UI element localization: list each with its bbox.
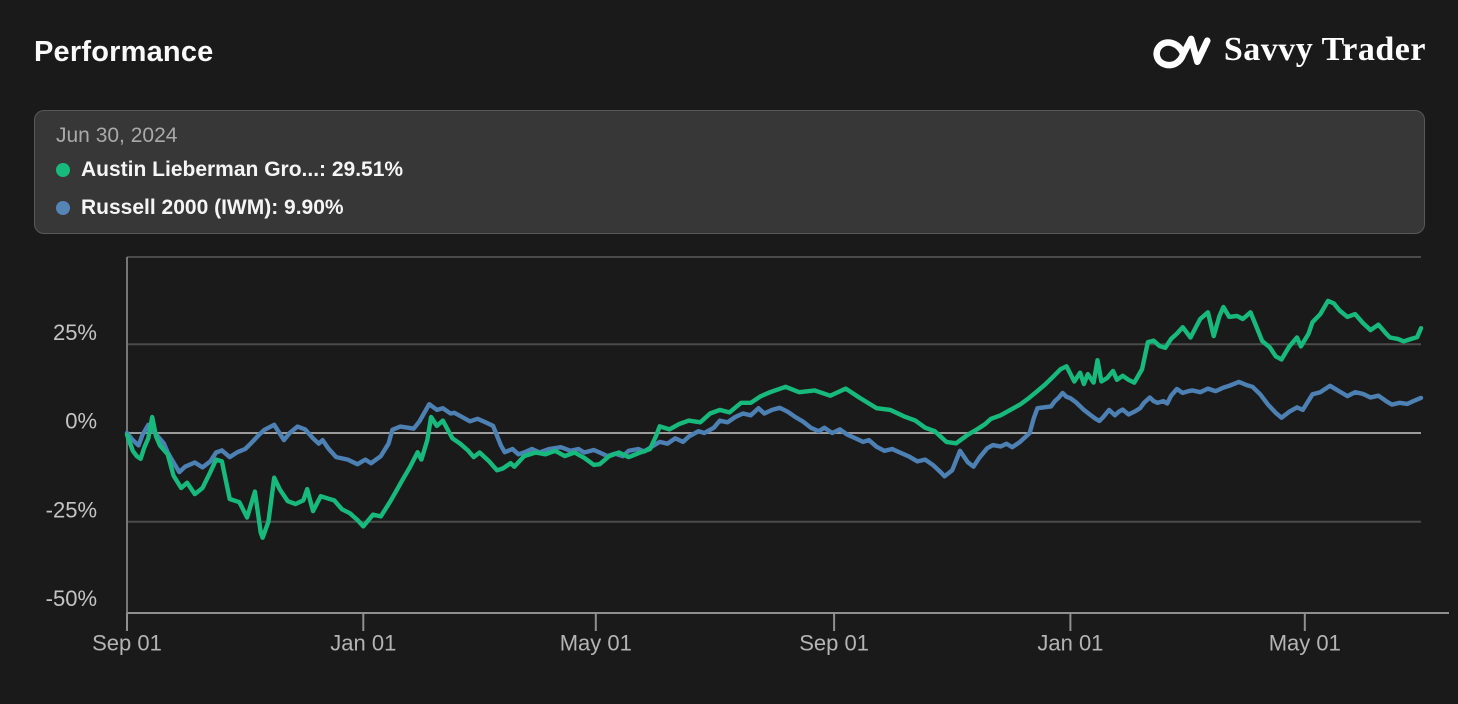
x-tick-label: Jan 01 [1037,631,1103,656]
x-tick-label: May 01 [1269,631,1341,656]
series-dot-russell-icon [56,201,70,215]
y-tick-label: -25% [46,497,97,522]
tooltip-row-russell-text: Russell 2000 (IWM): 9.90% [81,196,344,219]
tooltip-row-austin-text: Austin Lieberman Gro...: 29.51% [81,158,404,181]
y-tick-label: 0% [65,409,97,434]
y-tick-label: -50% [46,586,97,611]
series-dot-austin-icon [56,163,70,177]
page-title: Performance [34,36,214,68]
x-tick-label: Sep 01 [92,631,162,656]
tooltip-row-russell: Russell 2000 (IWM): 9.90% [56,189,1404,227]
series-line-russell[interactable] [124,379,1424,479]
infinity-icon [1149,24,1211,76]
tooltip-row-austin: Austin Lieberman Gro...: 29.51% [56,151,1404,189]
chart-tooltip: Jun 30, 2024 Austin Lieberman Gro...: 29… [34,110,1425,234]
x-tick-label: Sep 01 [799,631,869,656]
savvy-trader-logo: Savvy Trader [1149,24,1426,76]
x-tick-label: Jan 01 [330,631,396,656]
y-tick-label: 25% [53,320,97,345]
performance-chart[interactable]: 25% 0% -25% -50% Sep 01 Jan 01 May 01 Sep 01 Jan… [0,245,1458,704]
tooltip-date: Jun 30, 2024 [56,124,178,147]
x-tick-label: May 01 [560,631,632,656]
series-line-austin[interactable] [124,298,1424,540]
logo-text: Savvy Trader [1223,31,1426,68]
